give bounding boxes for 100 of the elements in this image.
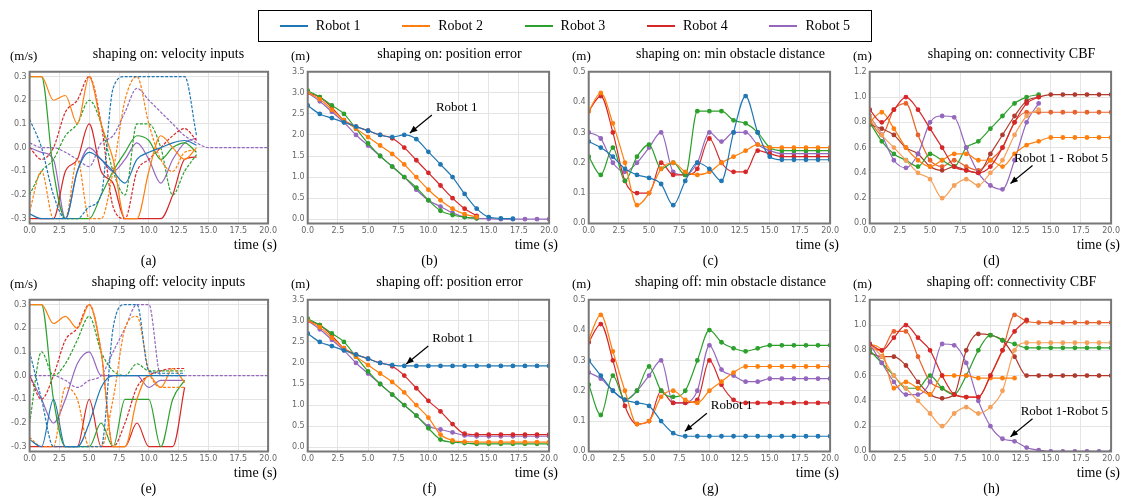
x-tick-label: 10.0 (139, 454, 158, 464)
x-tick-label: 12.5 (169, 226, 188, 236)
y-tick-label: 1.0 (291, 400, 305, 410)
y-tick-label: 1.0 (853, 320, 867, 330)
y-tick-label: 0.0 (853, 446, 867, 456)
y-tick-label: 3.5 (291, 294, 305, 304)
x-tick-label: 5.0 (923, 454, 937, 464)
x-tick-label: 0.0 (863, 226, 877, 236)
y-tick-label: 0.5 (572, 294, 586, 304)
x-tick-label: 7.5 (672, 226, 686, 236)
chart-title: shaping on: velocity inputs (91, 46, 246, 62)
y-tick-label: 2.0 (291, 358, 305, 368)
text: (d) (982, 253, 1001, 269)
chart-title: shaping on: min obstacle distance (635, 46, 826, 62)
chart-title: shaping off: connectivity CBF (925, 274, 1098, 290)
annotation: Robot 1 (435, 98, 478, 114)
x-tick-label: 12.5 (730, 226, 749, 236)
x-tick-label: 7.5 (953, 454, 967, 464)
y-tick-label: 0.0 (572, 446, 586, 456)
y-tick-label: 1.0 (291, 172, 305, 182)
chart-title: shaping on: position error (376, 46, 523, 62)
x-tick-label: 2.5 (612, 454, 626, 464)
x-tick-label: 7.5 (953, 226, 967, 236)
x-tick-label: 17.5 (791, 226, 809, 236)
x-tick-label: 17.5 (510, 454, 528, 464)
y-tick-label: -0.2 (11, 418, 27, 428)
x-tick-label: 15.0 (760, 226, 779, 236)
y-tick-label: 1.5 (291, 151, 305, 161)
y-tick-label: 0.0 (13, 142, 27, 152)
x-tick-label: 12.5 (449, 454, 468, 464)
annotation: Robot 1 (710, 397, 753, 413)
x-tick-label: 2.5 (331, 454, 345, 464)
x-axis-title: time (s) (233, 237, 277, 253)
y-tick-label: 0.4 (853, 167, 867, 177)
y-tick-label: 0.2 (853, 193, 867, 203)
y-tick-label: 0.2 (572, 157, 586, 167)
x-tick-label: 15.0 (1041, 226, 1060, 236)
x-tick-label: 20.0 (259, 454, 277, 464)
y-tick-label: 0.6 (853, 142, 867, 152)
y-tick-label: 0.3 (13, 71, 27, 81)
x-tick-label: 12.5 (1011, 226, 1030, 236)
x-tick-label: 0.0 (582, 454, 596, 464)
x-tick-label: 5.0 (642, 226, 656, 236)
x-axis-title: time (s) (1076, 237, 1120, 253)
x-tick-label: 5.0 (361, 226, 375, 236)
y-tick-label: 3.5 (291, 66, 305, 76)
x-tick-label: 12.5 (730, 454, 749, 464)
y-tick-label: 3.0 (291, 315, 305, 325)
y-tick-label: 0.0 (291, 214, 305, 224)
y-tick-label: -0.1 (11, 166, 27, 176)
x-tick-label: 10.0 (981, 226, 1000, 236)
y-tick-label: 0.4 (853, 395, 867, 405)
x-tick-label: 20.0 (540, 226, 558, 236)
x-tick-label: 12.5 (1011, 454, 1030, 464)
y-tick-label: 0.2 (853, 421, 867, 431)
x-tick-label: 20.0 (821, 454, 839, 464)
x-tick-label: 15.0 (760, 454, 779, 464)
x-tick-label: 12.5 (169, 454, 188, 464)
x-tick-label: 10.0 (419, 226, 438, 236)
annotation: Robot 1-Robot 5 (1020, 402, 1109, 418)
y-tick-label: 2.0 (291, 130, 305, 140)
y-tick-label: 3.0 (291, 87, 305, 97)
x-tick-label: 17.5 (229, 454, 248, 464)
x-tick-label: 17.5 (510, 226, 528, 236)
y-tick-label: -0.1 (11, 394, 27, 404)
y-tick-label: 2.5 (291, 336, 305, 346)
annotation: Robot 1 (432, 329, 474, 345)
y-tick-label: 0.0 (13, 370, 27, 380)
x-tick-label: 20.0 (1102, 226, 1120, 236)
x-tick-label: 12.5 (449, 226, 468, 236)
x-tick-label: 0.0 (863, 454, 877, 464)
y-tick-label: 2.5 (291, 108, 305, 118)
legend-label: Robot 3 (560, 18, 606, 34)
x-axis-title: time (s) (795, 237, 839, 253)
chart-title: shaping off: min obstacle distance (634, 274, 827, 290)
x-tick-label: 15.0 (1041, 454, 1060, 464)
y-tick-label: 0.0 (853, 218, 867, 228)
x-tick-label: 7.5 (391, 226, 405, 236)
y-axis-title: (m/s) (10, 276, 38, 292)
x-tick-label: 10.0 (700, 226, 719, 236)
y-tick-label: 0.5 (291, 193, 305, 203)
y-tick-label: 0.4 (572, 325, 586, 335)
x-tick-label: 17.5 (229, 226, 248, 236)
x-tick-label: 20.0 (259, 226, 277, 236)
x-tick-label: 0.0 (582, 226, 596, 236)
x-tick-label: 17.5 (1072, 454, 1090, 464)
text: (b) (420, 253, 439, 269)
text: (a) (139, 253, 158, 269)
x-tick-label: 15.0 (479, 454, 498, 464)
y-tick-label: 0.0 (291, 442, 305, 452)
x-tick-label: 20.0 (540, 454, 558, 464)
y-tick-label: 0.3 (572, 127, 586, 137)
x-tick-label: 2.5 (893, 454, 907, 464)
y-tick-label: 0.8 (853, 117, 867, 127)
x-tick-label: 10.0 (700, 454, 719, 464)
x-tick-label: 5.0 (642, 454, 656, 464)
x-tick-label: 10.0 (981, 454, 1000, 464)
y-tick-label: 0.1 (13, 346, 27, 356)
y-tick-label: 1.2 (853, 66, 867, 76)
y-axis-title: (m) (572, 48, 591, 64)
